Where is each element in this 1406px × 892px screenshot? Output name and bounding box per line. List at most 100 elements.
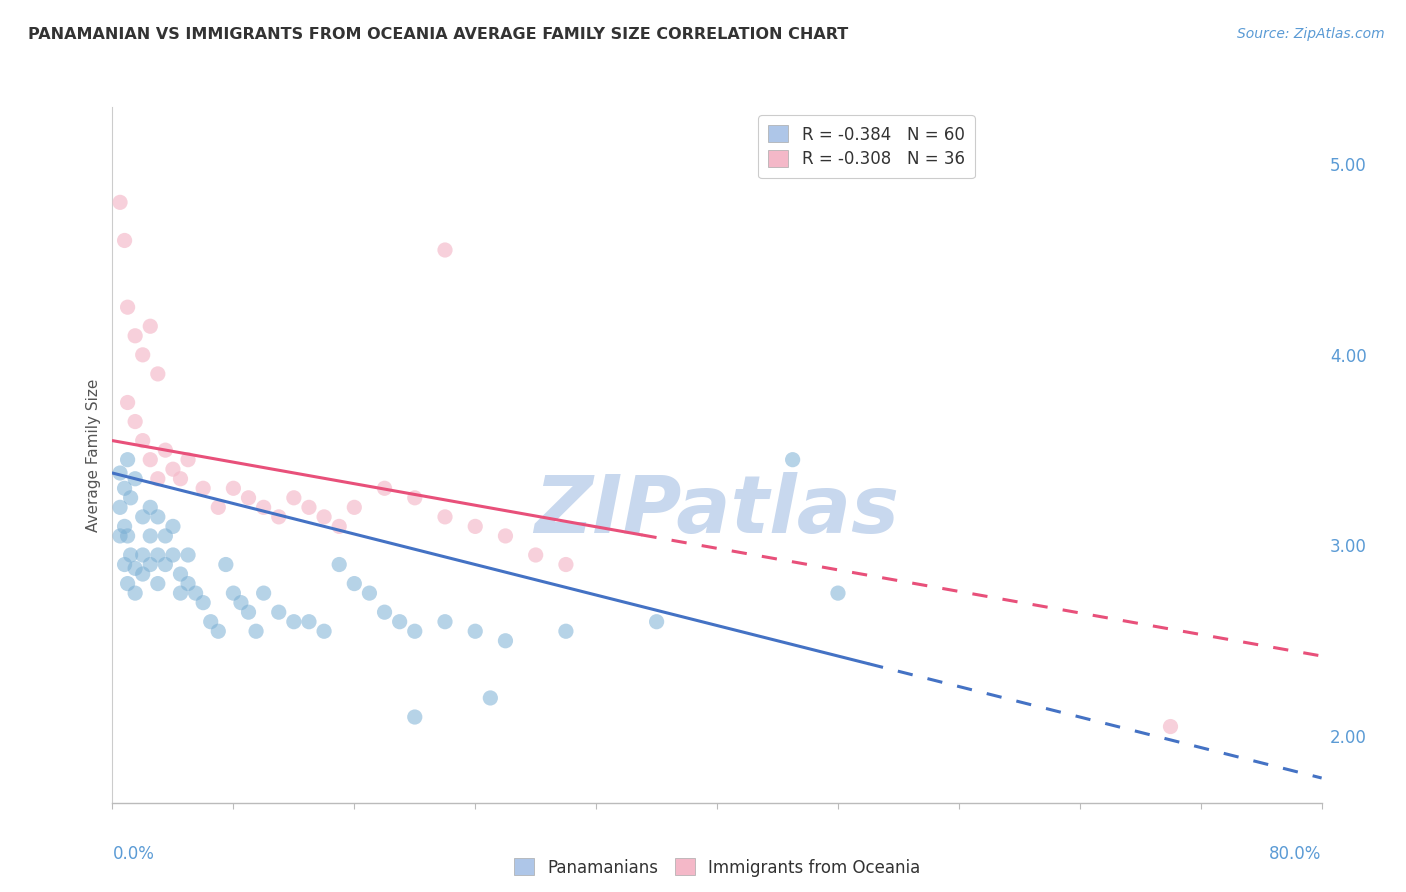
Point	[139, 500, 162, 515]
Point	[146, 472, 169, 486]
Text: 0.0%: 0.0%	[112, 845, 155, 863]
Point	[298, 500, 321, 515]
Point	[132, 509, 155, 524]
Point	[162, 462, 184, 476]
Point	[162, 548, 184, 562]
Point	[479, 690, 502, 705]
Point	[328, 558, 350, 572]
Point	[146, 509, 169, 524]
Point	[253, 500, 276, 515]
Point	[124, 415, 146, 429]
Text: PANAMANIAN VS IMMIGRANTS FROM OCEANIA AVERAGE FAMILY SIZE CORRELATION CHART: PANAMANIAN VS IMMIGRANTS FROM OCEANIA AV…	[28, 27, 848, 42]
Text: 80.0%: 80.0%	[1270, 845, 1322, 863]
Point	[238, 605, 260, 619]
Point	[177, 452, 200, 467]
Point	[200, 615, 222, 629]
Point	[207, 500, 229, 515]
Point	[124, 328, 146, 343]
Point	[132, 567, 155, 582]
Point	[117, 452, 139, 467]
Point	[191, 481, 215, 495]
Point	[108, 195, 131, 210]
Point	[222, 586, 245, 600]
Point	[314, 509, 336, 524]
Point	[434, 615, 457, 629]
Point	[388, 615, 411, 629]
Point	[298, 615, 321, 629]
Point	[114, 519, 136, 533]
Point	[146, 576, 169, 591]
Point	[359, 586, 381, 600]
Point	[169, 567, 191, 582]
Text: Source: ZipAtlas.com: Source: ZipAtlas.com	[1237, 27, 1385, 41]
Point	[283, 615, 305, 629]
Point	[139, 452, 162, 467]
Text: ZIPatlas: ZIPatlas	[534, 472, 900, 549]
Point	[283, 491, 305, 505]
Point	[124, 586, 146, 600]
Point	[139, 558, 162, 572]
Point	[245, 624, 267, 639]
Point	[132, 348, 155, 362]
Point	[120, 491, 142, 505]
Point	[229, 596, 252, 610]
Point	[155, 443, 177, 458]
Y-axis label: Average Family Size: Average Family Size	[86, 378, 101, 532]
Point	[108, 529, 131, 543]
Point	[146, 548, 169, 562]
Point	[120, 548, 142, 562]
Point	[114, 481, 136, 495]
Point	[374, 605, 396, 619]
Point	[267, 509, 290, 524]
Point	[155, 529, 177, 543]
Point	[114, 558, 136, 572]
Point	[124, 472, 146, 486]
Point	[238, 491, 260, 505]
Point	[146, 367, 169, 381]
Point	[495, 529, 517, 543]
Point	[139, 319, 162, 334]
Point	[132, 434, 155, 448]
Point	[404, 491, 426, 505]
Point	[184, 586, 207, 600]
Point	[169, 472, 191, 486]
Point	[495, 633, 517, 648]
Point	[177, 548, 200, 562]
Point	[117, 576, 139, 591]
Point	[404, 710, 426, 724]
Point	[464, 519, 486, 533]
Point	[108, 466, 131, 480]
Point	[117, 300, 139, 314]
Point	[374, 481, 396, 495]
Point	[162, 519, 184, 533]
Point	[1159, 720, 1181, 734]
Point	[827, 586, 849, 600]
Point	[191, 596, 215, 610]
Point	[404, 624, 426, 639]
Point	[343, 500, 366, 515]
Point	[169, 586, 191, 600]
Point	[108, 500, 131, 515]
Point	[554, 558, 576, 572]
Point	[328, 519, 350, 533]
Point	[124, 561, 146, 575]
Point	[177, 576, 200, 591]
Point	[117, 395, 139, 409]
Point	[645, 615, 668, 629]
Legend: Panamanians, Immigrants from Oceania: Panamanians, Immigrants from Oceania	[505, 850, 929, 885]
Point	[524, 548, 547, 562]
Point	[215, 558, 238, 572]
Point	[267, 605, 290, 619]
Point	[139, 529, 162, 543]
Point	[253, 586, 276, 600]
Point	[114, 234, 136, 248]
Point	[132, 548, 155, 562]
Point	[343, 576, 366, 591]
Point	[222, 481, 245, 495]
Point	[207, 624, 229, 639]
Point	[314, 624, 336, 639]
Point	[464, 624, 486, 639]
Point	[155, 558, 177, 572]
Point	[554, 624, 576, 639]
Point	[782, 452, 804, 467]
